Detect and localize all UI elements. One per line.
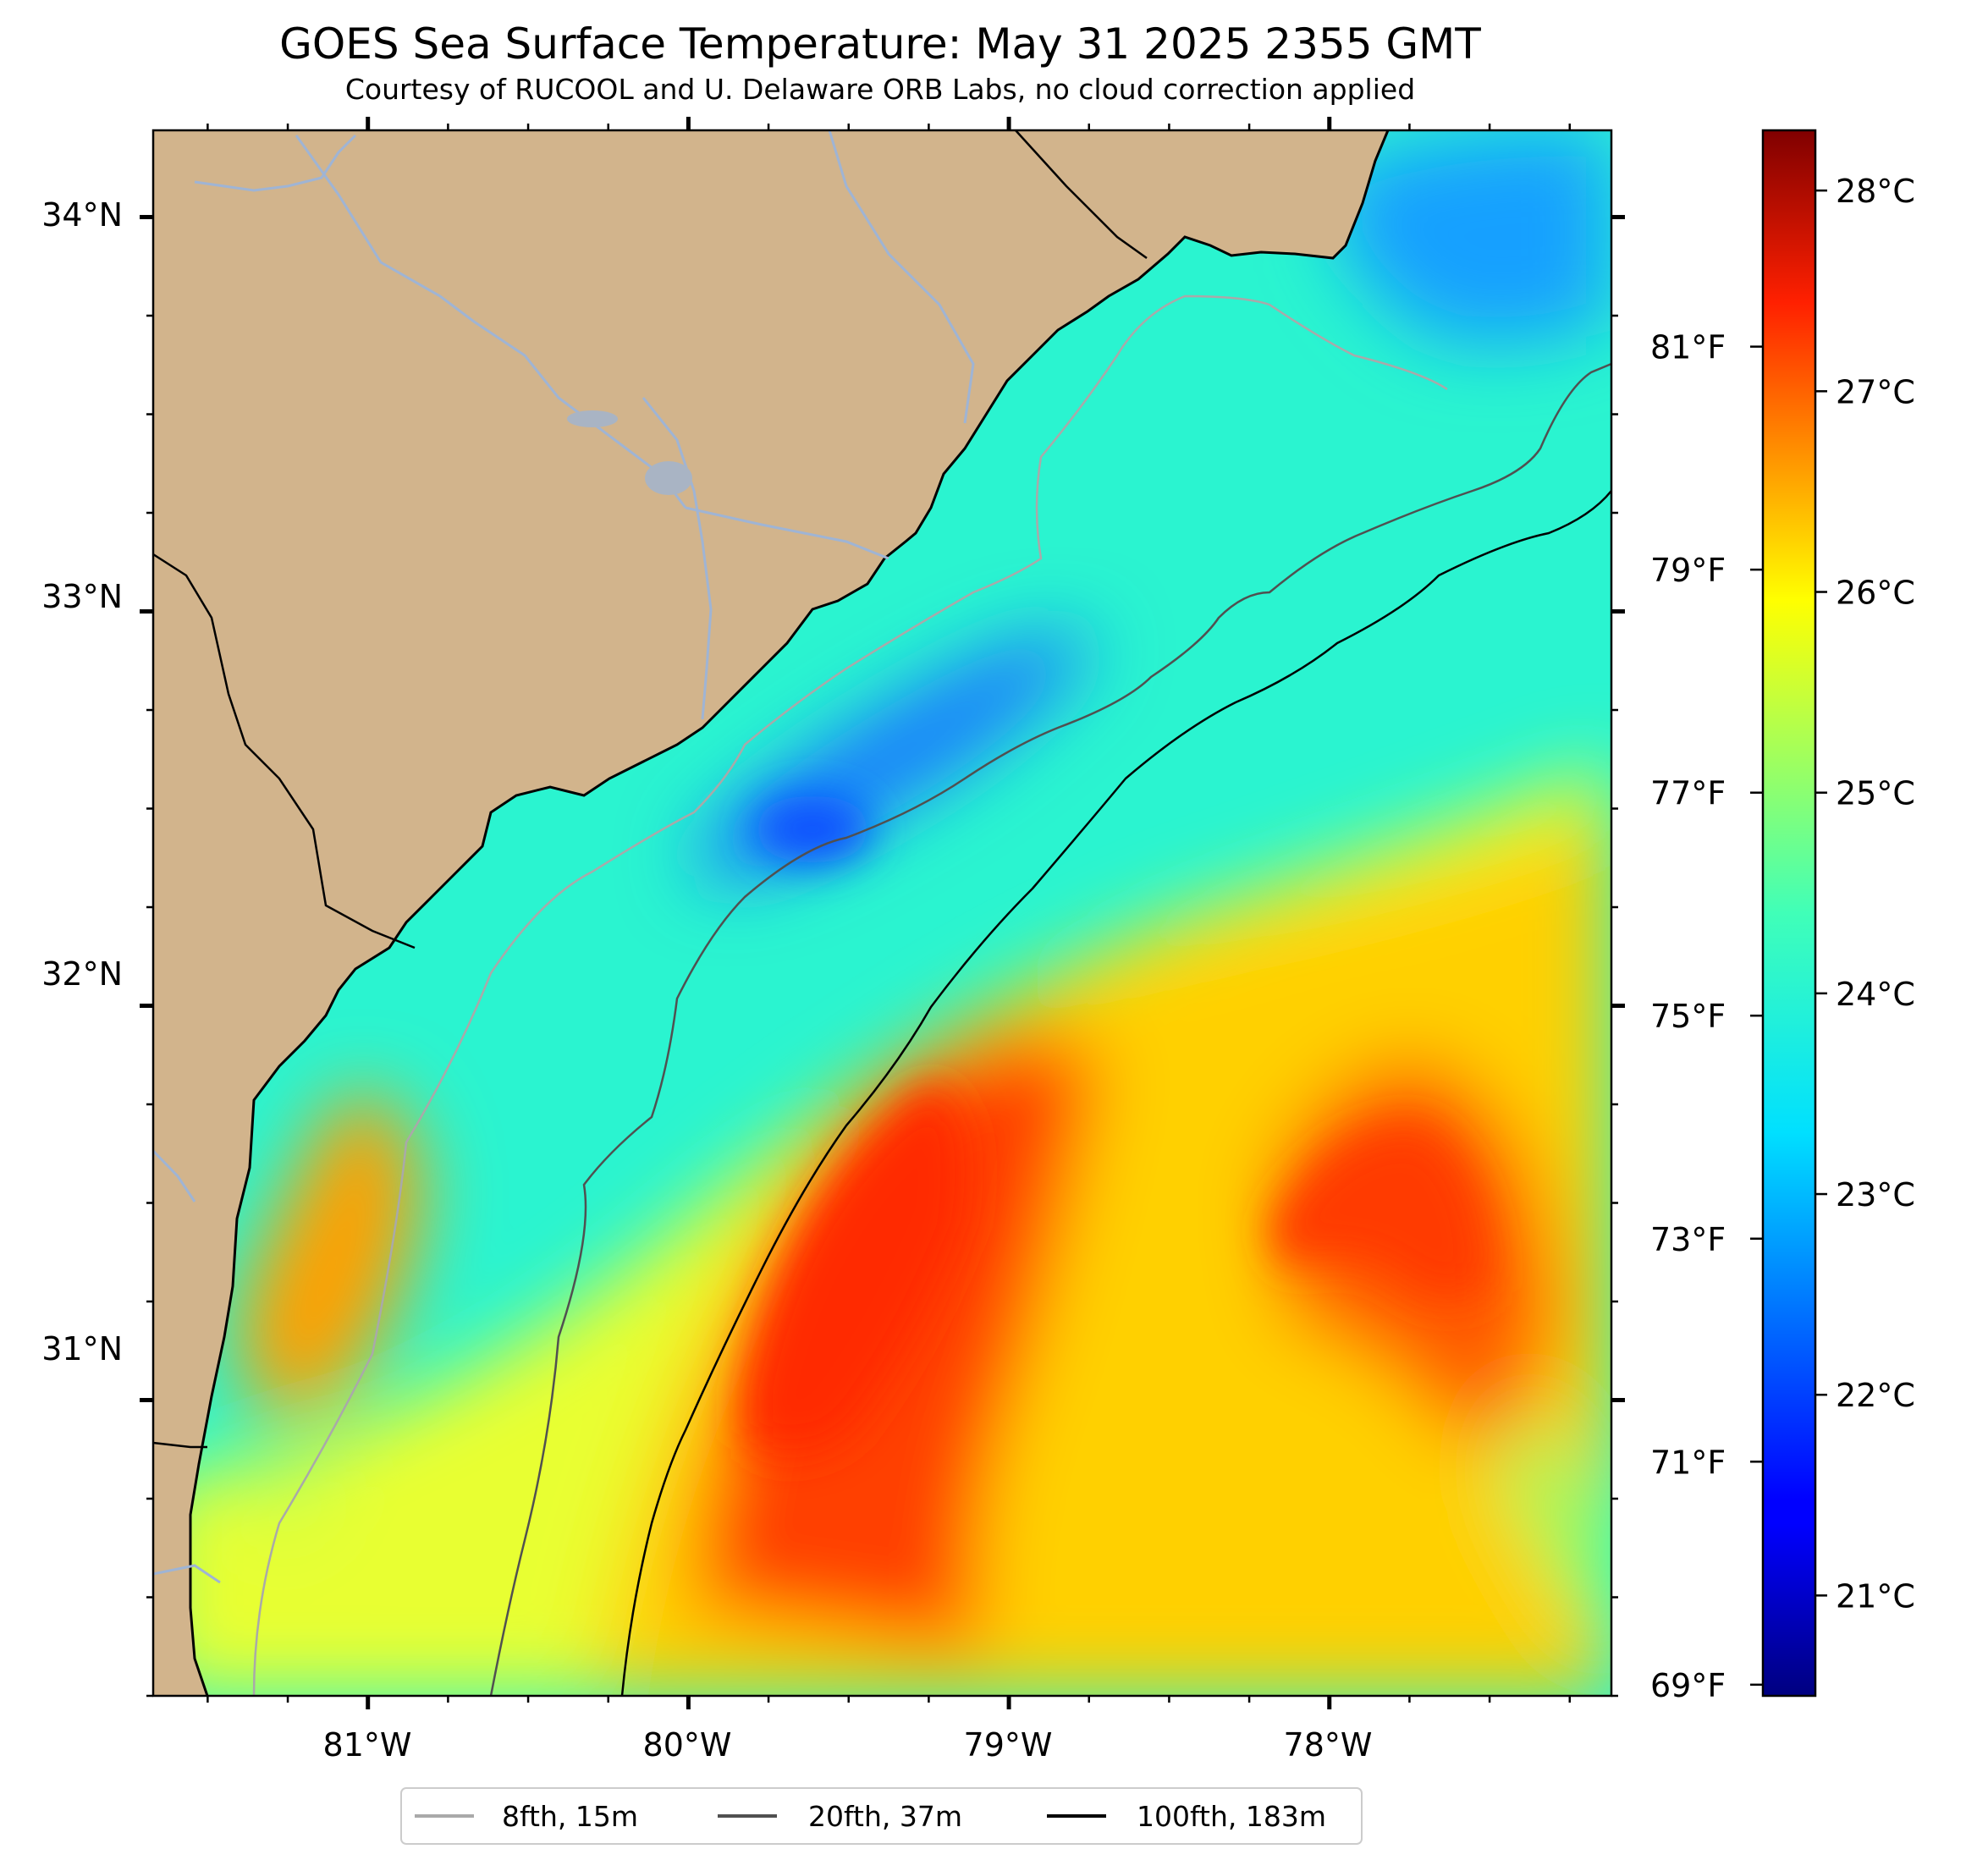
land (153, 130, 1388, 1696)
lon-label-79w: 79°W (964, 1726, 1053, 1764)
isobath-100fth (620, 490, 1612, 1697)
fahrenheit-ticks: 81°F 79°F 77°F 75°F 73°F 71°F 69°F (1650, 329, 1763, 1704)
isobath-legend: 8fth, 15m 20fth, 37m 100fth, 183m (400, 1787, 1363, 1845)
lon-label-80w: 80°W (643, 1726, 732, 1764)
isobath-20fth (489, 362, 1612, 1697)
celsius-ticks: 28°C 27°C 26°C 25°C 24°C 23°C 22°C 21°C (1815, 173, 1915, 1615)
legend-box (400, 1787, 1363, 1845)
celsius-tick-label: 24°C (1836, 976, 1915, 1013)
lat-label-31n: 31°N (41, 1330, 123, 1367)
celsius-tick-label: 26°C (1836, 575, 1915, 612)
celsius-tick-label: 28°C (1836, 173, 1915, 210)
fahrenheit-tick-label: 69°F (1650, 1667, 1726, 1704)
map-title: GOES Sea Surface Temperature: May 31 202… (279, 19, 1481, 69)
rivers (151, 129, 975, 1584)
lat-label-33n: 33°N (41, 578, 123, 615)
latitude-labels: 34°N 33°N 32°N 31°N (41, 196, 123, 1367)
legend-label-20fth: 20fth, 37m (808, 1800, 962, 1833)
lat-label-34n: 34°N (41, 196, 123, 234)
celsius-tick-label: 25°C (1836, 775, 1915, 812)
coastline (189, 129, 1390, 1697)
map-subtitle: Courtesy of RUCOOL and U. Delaware ORB L… (344, 73, 1416, 106)
celsius-tick-label: 22°C (1836, 1377, 1915, 1414)
isobath-8fth (252, 294, 1448, 1697)
lon-label-78w: 78°W (1284, 1726, 1373, 1764)
map-frame (151, 129, 1613, 1698)
fahrenheit-tick-label: 71°F (1650, 1444, 1726, 1481)
colorbar (1761, 129, 1817, 1698)
legend-label-8fth: 8fth, 15m (502, 1800, 638, 1833)
lake-moultrie (567, 410, 618, 427)
fahrenheit-tick-label: 81°F (1650, 329, 1726, 366)
fahrenheit-tick-label: 77°F (1650, 775, 1726, 812)
map-ticks (140, 117, 1625, 1709)
lon-label-81w: 81°W (323, 1726, 412, 1764)
longitude-labels: 81°W 80°W 79°W 78°W (323, 1726, 1373, 1764)
fahrenheit-tick-label: 79°F (1650, 552, 1726, 589)
legend-label-100fth: 100fth, 183m (1137, 1800, 1326, 1833)
lat-label-32n: 32°N (41, 955, 123, 993)
lake-marion (645, 461, 692, 495)
celsius-tick-label: 23°C (1836, 1176, 1915, 1213)
fahrenheit-tick-label: 73°F (1650, 1221, 1726, 1258)
state-boundaries (152, 129, 1148, 1449)
celsius-tick-label: 27°C (1836, 373, 1915, 410)
celsius-tick-label: 21°C (1836, 1577, 1915, 1615)
fahrenheit-tick-label: 75°F (1650, 998, 1726, 1035)
